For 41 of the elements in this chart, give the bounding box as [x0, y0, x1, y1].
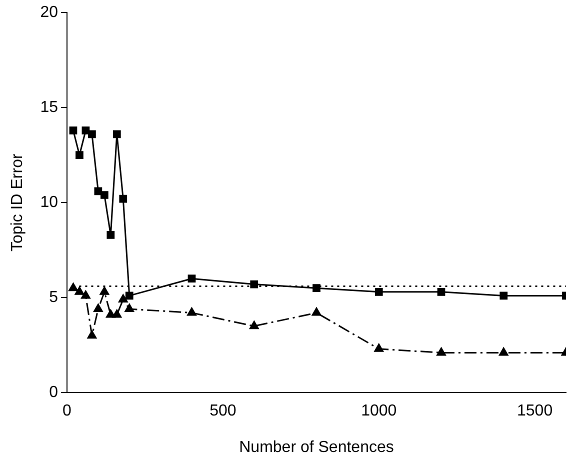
point — [125, 292, 134, 300]
point — [88, 130, 96, 138]
y-tick-label: 20 — [40, 4, 58, 22]
y-tick-label: 15 — [40, 99, 58, 116]
point — [500, 292, 508, 300]
point — [69, 126, 78, 134]
point — [76, 151, 84, 160]
point — [124, 304, 134, 312]
point — [187, 308, 196, 316]
point — [106, 230, 115, 239]
point — [374, 288, 383, 296]
point — [68, 282, 78, 292]
point — [112, 130, 121, 138]
x-tick-label: 0 — [62, 402, 72, 420]
point — [436, 347, 446, 356]
point — [188, 274, 196, 283]
point — [118, 294, 128, 302]
point — [81, 290, 90, 299]
point — [74, 286, 84, 295]
x-tick-label: 1500 — [517, 402, 553, 420]
x-tick-label: 500 — [210, 402, 236, 420]
point — [498, 347, 508, 356]
point — [112, 309, 122, 318]
point — [250, 280, 258, 288]
x-axis-title: Number of Sentences — [239, 438, 394, 456]
point — [82, 126, 90, 134]
y-tick-label: 0 — [49, 384, 58, 402]
point — [249, 320, 259, 330]
y-tick-label: 10 — [40, 194, 58, 212]
point — [87, 330, 97, 339]
point — [312, 284, 320, 292]
x-tick-label: 1000 — [361, 402, 397, 420]
point — [374, 344, 384, 352]
point — [437, 288, 446, 296]
point — [100, 286, 110, 295]
point — [119, 194, 128, 203]
y-tick-label: 5 — [49, 289, 58, 306]
point — [312, 308, 322, 316]
y-axis-title: Topic ID Error — [9, 153, 26, 252]
point — [94, 304, 103, 312]
point — [100, 191, 108, 199]
